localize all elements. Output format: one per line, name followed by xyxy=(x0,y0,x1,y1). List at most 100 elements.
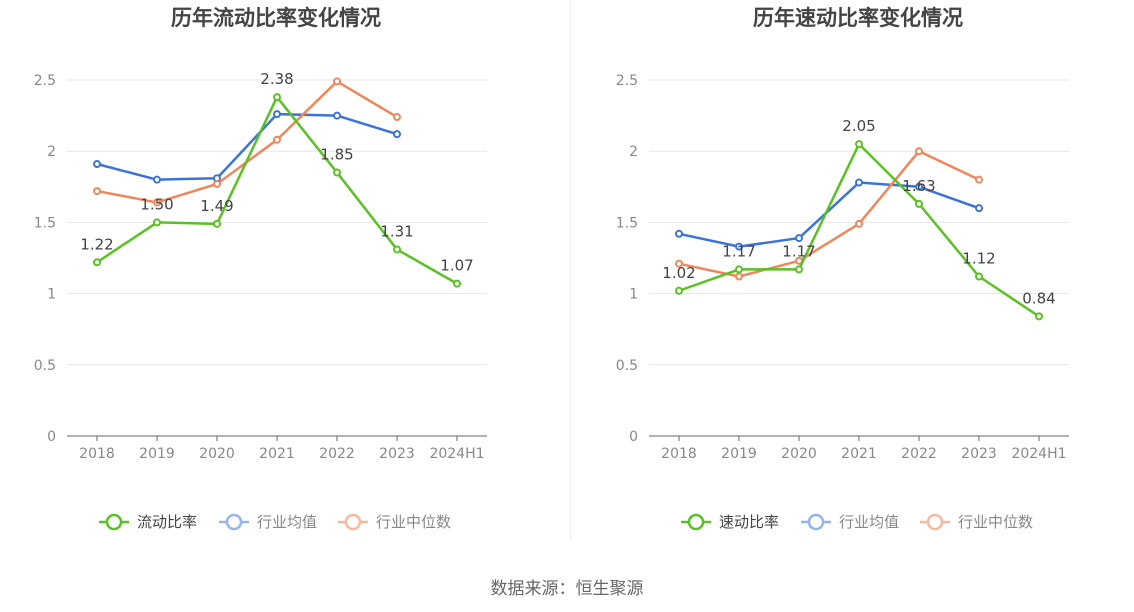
data-point xyxy=(93,187,101,196)
y-tick-label: 1.5 xyxy=(616,215,638,231)
data-point xyxy=(393,130,401,139)
data-label: 1.50 xyxy=(140,195,173,213)
data-point xyxy=(735,272,743,281)
data-point xyxy=(153,175,161,184)
legend-item: 行业均值 xyxy=(801,513,899,531)
data-point xyxy=(675,286,683,295)
data-point xyxy=(855,140,863,149)
x-tick-label: 2019 xyxy=(139,446,175,462)
legend-label: 行业中位数 xyxy=(376,513,451,531)
legend-item: 行业均值 xyxy=(219,513,317,531)
data-label: 1.49 xyxy=(200,197,233,215)
legend-marker xyxy=(687,513,705,531)
data-point xyxy=(1035,312,1043,321)
data-point xyxy=(975,204,983,213)
legend-label: 行业中位数 xyxy=(958,513,1033,531)
series-line-1 xyxy=(96,112,398,181)
data-point xyxy=(975,175,983,184)
x-tick-label: 2022 xyxy=(319,446,355,462)
x-tick-label: 2020 xyxy=(199,446,235,462)
data-point xyxy=(735,265,743,274)
x-tick-label: 2023 xyxy=(961,446,997,462)
data-point xyxy=(675,229,683,238)
legend-label: 行业均值 xyxy=(257,513,317,531)
legend-label: 流动比率 xyxy=(137,513,197,531)
series-line-0 xyxy=(96,95,458,285)
data-point xyxy=(675,259,683,268)
data-point xyxy=(333,111,341,120)
data-label: 1.22 xyxy=(80,235,113,253)
data-point xyxy=(975,272,983,281)
chart-title: 历年流动比率变化情况 xyxy=(171,6,381,30)
legend-item: 速动比率 xyxy=(681,513,779,531)
current-ratio-chart: 历年流动比率变化情况 0 0.5 1 1.5 2 2.5 2018 2019 2020 2021 20… xyxy=(34,6,487,531)
y-tick-label: 0 xyxy=(629,429,638,445)
data-point xyxy=(855,178,863,187)
x-tick-label: 2024H1 xyxy=(1011,446,1066,462)
x-tick-label: 2021 xyxy=(259,446,295,462)
legend-label: 速动比率 xyxy=(719,513,779,531)
legend-marker xyxy=(807,513,825,531)
y-tick-label: 1 xyxy=(47,287,56,303)
data-point xyxy=(915,147,923,156)
data-point xyxy=(153,218,161,227)
x-tick-label: 2018 xyxy=(79,446,115,462)
chart-divider xyxy=(570,0,571,540)
legend-item: 流动比率 xyxy=(99,513,197,531)
data-point xyxy=(735,242,743,251)
y-tick-label: 0.5 xyxy=(616,358,638,374)
data-point xyxy=(393,113,401,122)
x-tick-label: 2023 xyxy=(379,446,415,462)
legend-label: 行业均值 xyxy=(839,513,899,531)
y-tick-label: 2.5 xyxy=(34,73,56,89)
data-label: 1.85 xyxy=(320,146,353,164)
legend-marker xyxy=(105,513,123,531)
legend-marker xyxy=(926,513,944,531)
data-label: 1.17 xyxy=(782,242,815,260)
data-label: 1.12 xyxy=(962,250,995,268)
legend-item: 行业中位数 xyxy=(920,513,1033,531)
data-point xyxy=(795,265,803,274)
data-point xyxy=(333,168,341,177)
legend-item: 行业中位数 xyxy=(338,513,451,531)
data-point xyxy=(333,77,341,86)
data-label: 2.38 xyxy=(260,70,293,88)
x-tick-label: 2022 xyxy=(901,446,937,462)
legend-marker xyxy=(225,513,243,531)
y-tick-label: 0.5 xyxy=(34,358,56,374)
data-label: 1.02 xyxy=(662,264,695,282)
data-point xyxy=(213,219,221,228)
data-label: 1.07 xyxy=(440,257,473,275)
series-line-1 xyxy=(678,181,980,248)
data-source: 数据来源：恒生聚源 xyxy=(490,579,644,599)
data-point xyxy=(93,160,101,169)
data-point xyxy=(915,182,923,191)
x-tick-label: 2018 xyxy=(661,446,697,462)
data-point xyxy=(153,198,161,207)
data-point xyxy=(273,135,281,144)
data-point xyxy=(393,245,401,254)
data-point xyxy=(855,219,863,228)
y-tick-label: 1.5 xyxy=(34,215,56,231)
data-label: 1.31 xyxy=(380,222,413,240)
y-tick-label: 2 xyxy=(47,144,56,160)
x-tick-label: 2021 xyxy=(841,446,877,462)
data-label: 0.84 xyxy=(1022,289,1055,307)
data-point xyxy=(93,258,101,267)
data-label: 1.17 xyxy=(722,242,755,260)
chart-title: 历年速动比率变化情况 xyxy=(753,6,963,30)
x-tick-label: 2019 xyxy=(721,446,757,462)
y-tick-label: 0 xyxy=(47,429,56,445)
data-point xyxy=(273,93,281,102)
data-point xyxy=(795,234,803,243)
series-line-0 xyxy=(678,142,1040,318)
series-line-2 xyxy=(678,149,980,278)
y-tick-label: 2.5 xyxy=(616,73,638,89)
y-tick-label: 2 xyxy=(629,144,638,160)
y-tick-label: 1 xyxy=(629,287,638,303)
data-point xyxy=(273,110,281,119)
data-label: 2.05 xyxy=(842,117,875,135)
data-label: 1.63 xyxy=(902,177,935,195)
legend-marker xyxy=(344,513,362,531)
x-tick-label: 2020 xyxy=(781,446,817,462)
